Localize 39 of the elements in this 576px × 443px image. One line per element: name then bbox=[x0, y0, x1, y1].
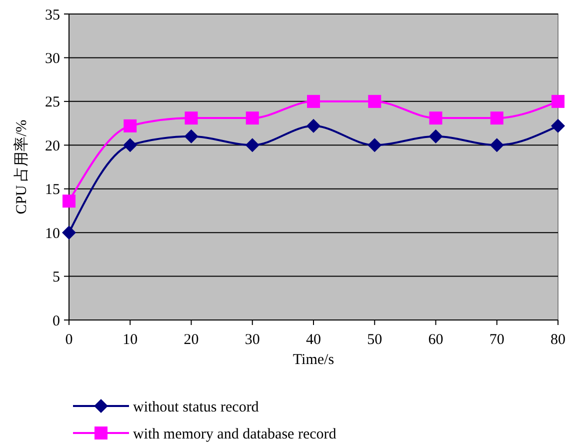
x-tick-label: 70 bbox=[489, 332, 504, 348]
point bbox=[62, 194, 76, 208]
x-tick-label: 40 bbox=[306, 332, 321, 348]
y-tick-label: 5 bbox=[52, 270, 60, 286]
point bbox=[551, 118, 565, 133]
y-tick-label: 15 bbox=[45, 182, 60, 198]
point bbox=[306, 118, 320, 133]
y-tick-label: 25 bbox=[45, 94, 60, 111]
x-tick-label: 0 bbox=[65, 332, 73, 348]
legend-label: with memory and database record bbox=[133, 426, 337, 442]
x-tick-label: 10 bbox=[122, 332, 138, 348]
y-tick-label: 35 bbox=[45, 7, 60, 24]
point bbox=[368, 94, 382, 108]
point bbox=[490, 138, 504, 152]
point bbox=[246, 112, 259, 125]
point bbox=[490, 112, 504, 125]
y-tick-label: 20 bbox=[45, 138, 60, 154]
y-axis-title: CPU 占用率/% bbox=[13, 120, 30, 214]
point bbox=[245, 138, 260, 152]
point bbox=[552, 94, 564, 108]
y-tick-label: 0 bbox=[52, 313, 60, 330]
legend-label: without status record bbox=[133, 399, 260, 416]
y-tick-label: 30 bbox=[45, 50, 60, 67]
point bbox=[429, 112, 442, 125]
point bbox=[368, 138, 382, 152]
x-axis-title: Time/s bbox=[292, 352, 334, 368]
x-tick-label: 60 bbox=[428, 332, 444, 348]
point bbox=[62, 226, 76, 240]
point bbox=[184, 112, 198, 125]
x-tick-label: 80 bbox=[550, 332, 566, 348]
x-tick-label: 30 bbox=[244, 332, 260, 348]
x-tick-label: 50 bbox=[367, 332, 382, 348]
point bbox=[184, 129, 198, 144]
point bbox=[307, 94, 320, 108]
point bbox=[123, 138, 138, 152]
point bbox=[428, 129, 443, 144]
point bbox=[124, 119, 137, 132]
x-tick-label: 20 bbox=[184, 332, 199, 348]
y-tick-label: 10 bbox=[45, 226, 60, 242]
